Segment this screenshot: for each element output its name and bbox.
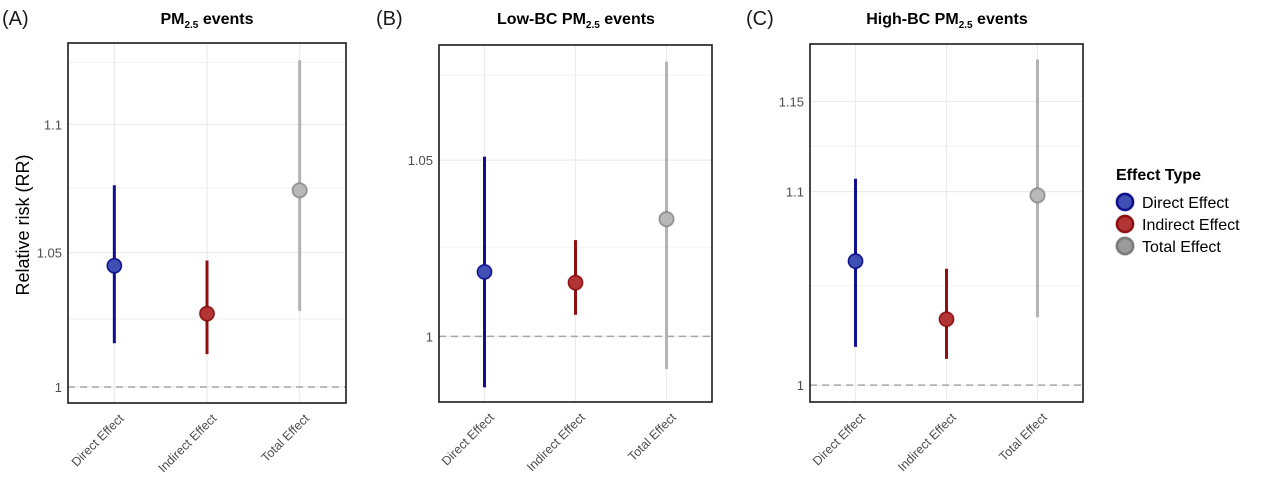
point-estimate — [476, 264, 493, 280]
panel-title: Low-BC PM2.5 events — [497, 11, 655, 31]
point-estimate — [199, 305, 215, 322]
y-axis-title: Relative risk (RR) — [13, 154, 33, 295]
point-range-indirect-effect — [938, 268, 955, 359]
legend-label: Total Effect — [1142, 239, 1221, 256]
point-range-direct-effect — [847, 178, 864, 347]
point-range-direct-effect — [476, 156, 493, 388]
point-estimate — [106, 257, 123, 274]
point-range-total-effect — [1029, 59, 1046, 318]
x-tick-label: Indirect Effect — [524, 410, 588, 474]
panel-letter: (C) — [746, 8, 774, 30]
point-estimate — [291, 182, 308, 199]
point-estimate — [938, 311, 955, 327]
legend-key — [1115, 214, 1135, 234]
legend-key — [1115, 192, 1135, 212]
x-tick-label: Direct Effect — [69, 411, 127, 469]
point-estimate — [567, 274, 584, 291]
legend-label: Indirect Effect — [1142, 217, 1240, 234]
legend-item: Direct Effect — [1115, 192, 1229, 212]
point-estimate — [658, 211, 675, 227]
point-range-indirect-effect — [567, 240, 584, 315]
y-tick-label: 1.15 — [779, 94, 804, 109]
x-tick-label: Total Effect — [996, 410, 1050, 464]
y-tick-label: 1.1 — [786, 185, 804, 200]
legend-item: Total Effect — [1115, 236, 1221, 256]
panel-title: High-BC PM2.5 events — [866, 11, 1028, 31]
panels: (A) PM2.5 events 1 1.05 1.1 Direct Effect Indi… — [2, 8, 1084, 475]
point-range-total-effect — [658, 61, 675, 370]
y-tick-label: 1.1 — [44, 117, 62, 132]
plot-border — [438, 44, 713, 403]
y-tick-label: 1.05 — [408, 153, 433, 168]
point-range-total-effect — [291, 60, 309, 311]
point-range-direct-effect — [105, 185, 123, 344]
y-tick-label: 1 — [797, 378, 804, 393]
point-estimate — [847, 253, 864, 269]
plot-border — [67, 42, 347, 404]
panel-letter: (A) — [2, 8, 29, 30]
plot-border — [809, 43, 1084, 403]
x-tick-label: Indirect Effect — [156, 411, 220, 475]
x-tick-label: Direct Effect — [810, 410, 868, 468]
legend-key — [1115, 236, 1135, 256]
panel-b: (B) Low-BC PM2.5 events 1 1.05 Direct Effect… — [376, 8, 713, 474]
y-tick-label: 1.05 — [37, 246, 62, 261]
x-tick-label: Indirect Effect — [895, 410, 959, 474]
panel-a: (A) PM2.5 events 1 1.05 1.1 Direct Effect Indi… — [2, 8, 347, 475]
legend-label: Direct Effect — [1142, 195, 1229, 212]
legend-title: Effect Type — [1116, 167, 1201, 184]
x-tick-label: Total Effect — [625, 410, 679, 464]
legend-item: Indirect Effect — [1115, 214, 1240, 234]
legend: Effect Type Direct Effect Indirect Effect… — [1115, 167, 1240, 256]
point-estimate — [1029, 187, 1046, 204]
point-range-indirect-effect — [198, 260, 216, 355]
panel-c: (C) High-BC PM2.5 events 1 1.1 1.15 Direct Ef… — [746, 8, 1084, 474]
panel-title: PM2.5 events — [160, 11, 253, 31]
y-tick-label: 1 — [426, 329, 433, 344]
y-tick-label: 1 — [55, 380, 62, 395]
panel-letter: (B) — [376, 8, 403, 30]
x-tick-label: Total Effect — [259, 411, 313, 465]
x-tick-label: Direct Effect — [439, 410, 497, 468]
